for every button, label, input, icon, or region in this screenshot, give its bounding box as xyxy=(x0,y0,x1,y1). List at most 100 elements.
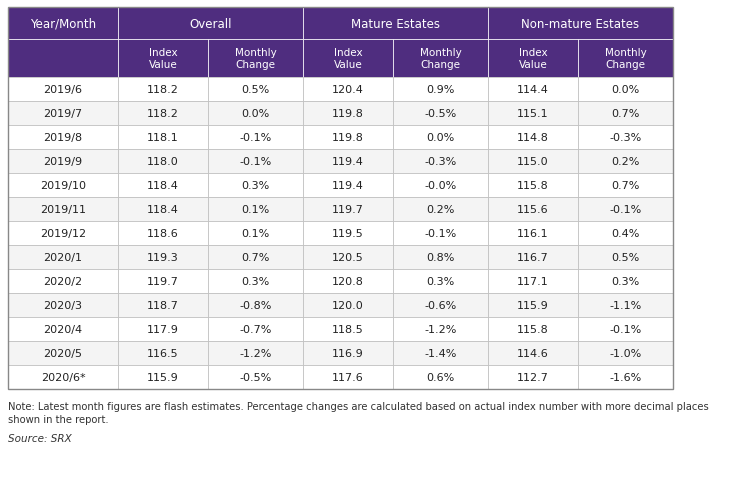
Bar xyxy=(303,78,393,102)
Text: 0.3%: 0.3% xyxy=(242,276,270,287)
Bar xyxy=(118,8,303,40)
Bar xyxy=(208,365,303,389)
Bar xyxy=(488,222,578,245)
Bar xyxy=(578,317,673,341)
Bar xyxy=(303,269,393,293)
Bar xyxy=(208,269,303,293)
Bar xyxy=(208,198,303,222)
Text: 120.0: 120.0 xyxy=(332,300,364,311)
Bar xyxy=(393,269,488,293)
Bar xyxy=(303,365,393,389)
Text: -0.1%: -0.1% xyxy=(424,228,457,239)
Bar xyxy=(488,78,578,102)
Text: 0.7%: 0.7% xyxy=(611,180,640,191)
Bar xyxy=(578,293,673,317)
Text: -0.1%: -0.1% xyxy=(609,324,641,334)
Text: 0.0%: 0.0% xyxy=(426,133,454,143)
Text: 2020/2: 2020/2 xyxy=(44,276,82,287)
Text: 0.4%: 0.4% xyxy=(611,228,640,239)
Text: -0.0%: -0.0% xyxy=(424,180,457,191)
Bar xyxy=(8,341,118,365)
Bar xyxy=(393,293,488,317)
Text: 117.9: 117.9 xyxy=(147,324,179,334)
Bar xyxy=(488,198,578,222)
Text: -0.7%: -0.7% xyxy=(239,324,272,334)
Text: Year/Month: Year/Month xyxy=(30,17,96,30)
Bar xyxy=(303,317,393,341)
Text: Non-mature Estates: Non-mature Estates xyxy=(521,17,640,30)
Text: 119.3: 119.3 xyxy=(147,252,178,263)
Text: 119.7: 119.7 xyxy=(147,276,179,287)
Text: -0.1%: -0.1% xyxy=(609,204,641,215)
Text: 2019/10: 2019/10 xyxy=(40,180,86,191)
Text: 120.5: 120.5 xyxy=(332,252,364,263)
Text: 0.5%: 0.5% xyxy=(611,252,640,263)
Text: Index
Value: Index Value xyxy=(148,48,177,70)
Bar xyxy=(118,222,208,245)
Bar xyxy=(8,150,118,174)
Text: 120.8: 120.8 xyxy=(332,276,364,287)
Text: 2020/1: 2020/1 xyxy=(44,252,82,263)
Text: -0.5%: -0.5% xyxy=(239,372,272,382)
Bar xyxy=(393,126,488,150)
Bar xyxy=(303,293,393,317)
Bar xyxy=(488,126,578,150)
Bar xyxy=(8,78,118,102)
Text: Monthly
Change: Monthly Change xyxy=(420,48,461,70)
Bar xyxy=(118,174,208,198)
Bar xyxy=(488,40,578,78)
Bar xyxy=(488,174,578,198)
Bar xyxy=(578,150,673,174)
Bar xyxy=(208,150,303,174)
Text: 2020/6*: 2020/6* xyxy=(40,372,86,382)
Text: -1.0%: -1.0% xyxy=(609,348,641,358)
Bar xyxy=(488,245,578,269)
Bar xyxy=(393,245,488,269)
Bar xyxy=(8,8,673,389)
Bar xyxy=(208,222,303,245)
Text: -0.1%: -0.1% xyxy=(239,133,272,143)
Text: 2019/11: 2019/11 xyxy=(40,204,86,215)
Text: 112.7: 112.7 xyxy=(517,372,549,382)
Text: 115.8: 115.8 xyxy=(518,180,549,191)
Bar xyxy=(8,8,118,40)
Text: Mature Estates: Mature Estates xyxy=(351,17,440,30)
Text: 0.3%: 0.3% xyxy=(242,180,270,191)
Bar xyxy=(118,365,208,389)
Text: Monthly
Change: Monthly Change xyxy=(235,48,276,70)
Text: 115.9: 115.9 xyxy=(518,300,549,311)
Text: Source: SRX: Source: SRX xyxy=(8,433,72,443)
Bar xyxy=(578,365,673,389)
Text: 118.2: 118.2 xyxy=(147,85,179,95)
Bar xyxy=(488,317,578,341)
Text: 2020/5: 2020/5 xyxy=(44,348,82,358)
Text: 0.5%: 0.5% xyxy=(242,85,270,95)
Bar xyxy=(488,150,578,174)
Text: 118.5: 118.5 xyxy=(332,324,364,334)
Bar xyxy=(208,174,303,198)
Bar xyxy=(8,245,118,269)
Text: 118.4: 118.4 xyxy=(147,204,179,215)
Text: 2019/12: 2019/12 xyxy=(40,228,86,239)
Bar xyxy=(578,126,673,150)
Text: 115.0: 115.0 xyxy=(518,156,549,167)
Bar xyxy=(208,245,303,269)
Text: 118.0: 118.0 xyxy=(147,156,178,167)
Bar xyxy=(393,365,488,389)
Text: -0.1%: -0.1% xyxy=(239,156,272,167)
Text: 116.1: 116.1 xyxy=(518,228,549,239)
Text: 0.1%: 0.1% xyxy=(242,228,270,239)
Bar xyxy=(578,174,673,198)
Bar xyxy=(118,245,208,269)
Bar xyxy=(303,174,393,198)
Text: 0.7%: 0.7% xyxy=(242,252,270,263)
Bar xyxy=(8,365,118,389)
Bar xyxy=(208,341,303,365)
Bar xyxy=(8,317,118,341)
Bar xyxy=(208,40,303,78)
Bar xyxy=(118,102,208,126)
Bar xyxy=(578,40,673,78)
Text: 119.4: 119.4 xyxy=(332,156,364,167)
Text: -0.5%: -0.5% xyxy=(424,109,457,119)
Bar xyxy=(303,245,393,269)
